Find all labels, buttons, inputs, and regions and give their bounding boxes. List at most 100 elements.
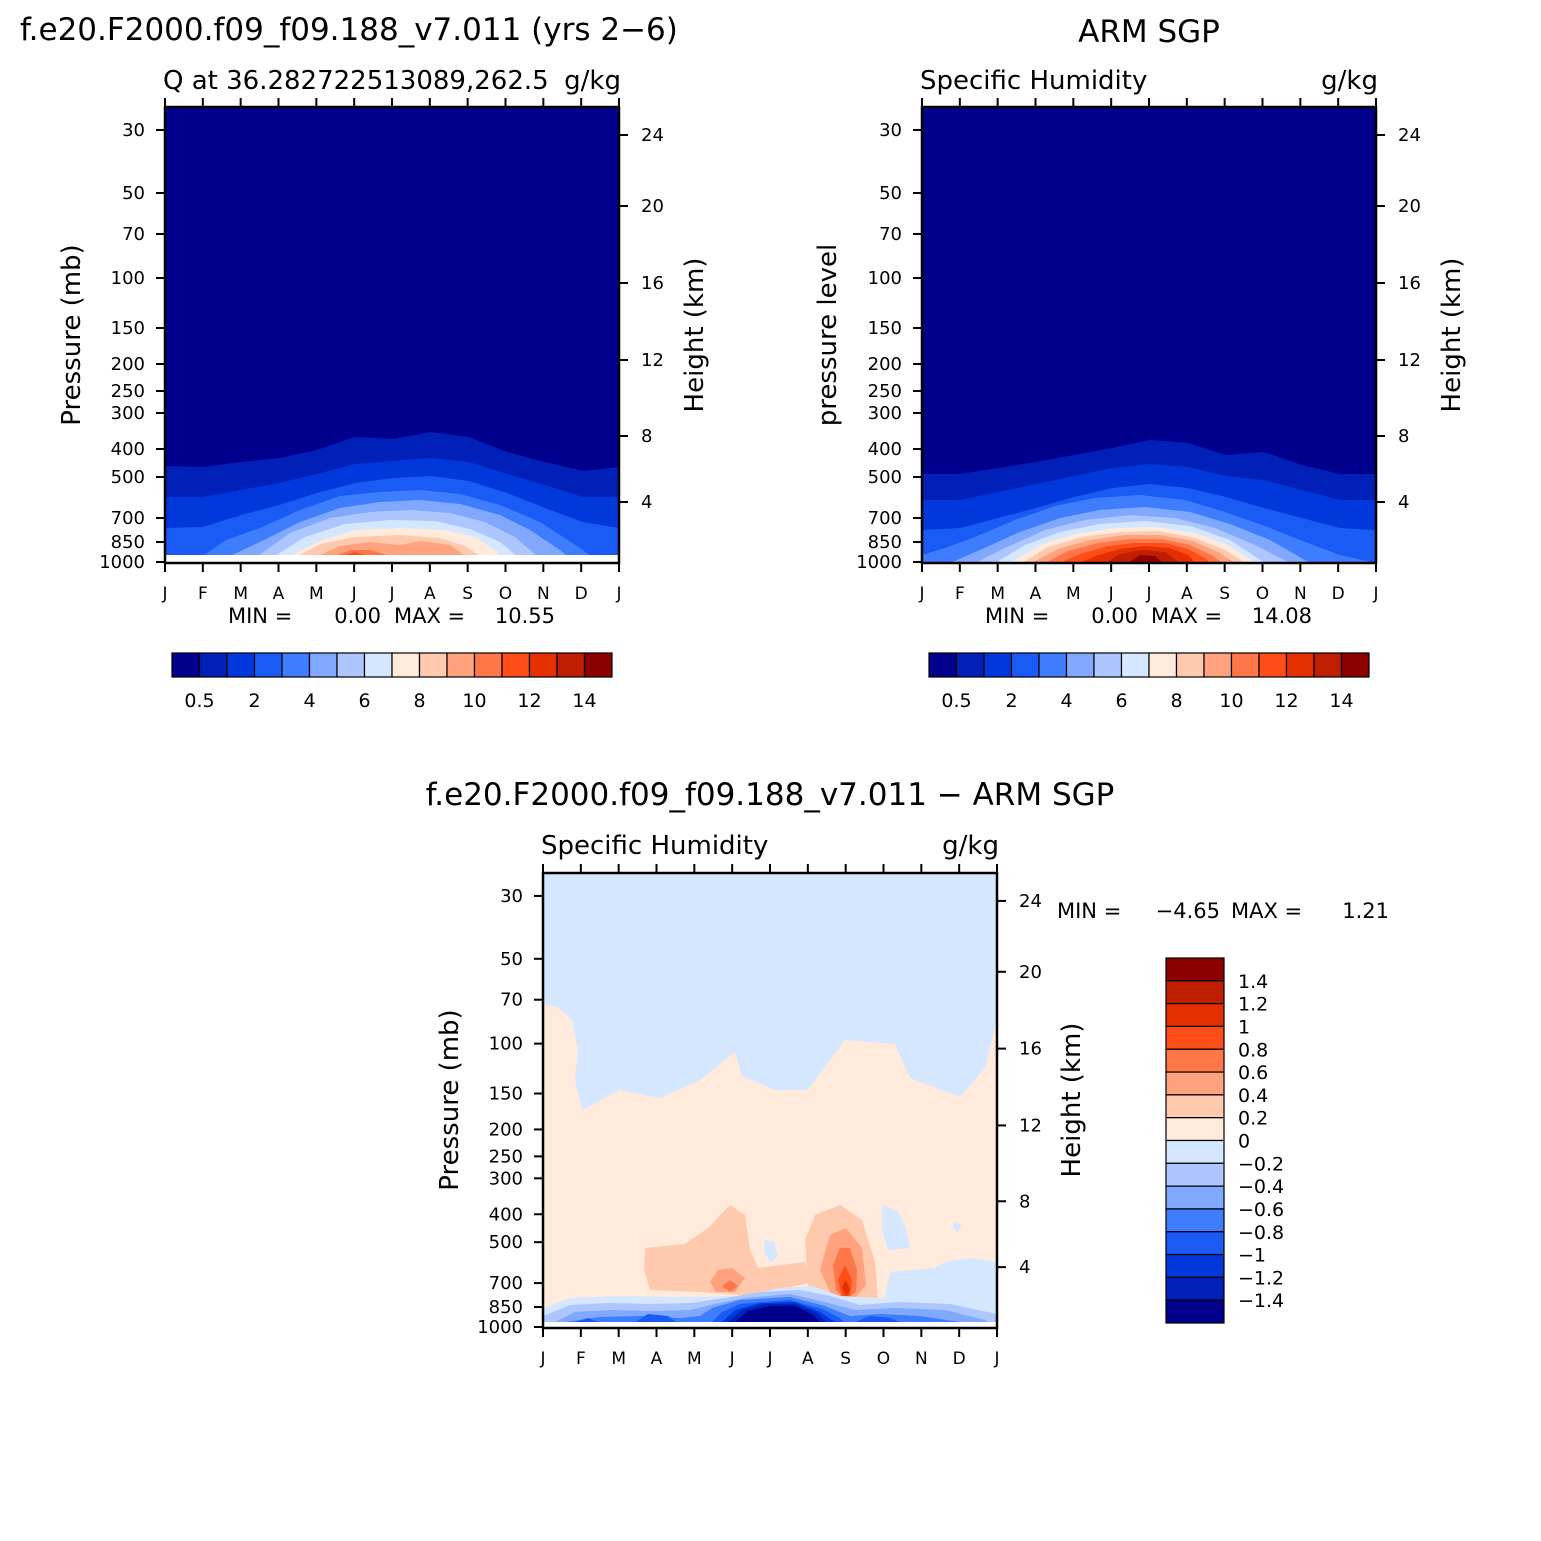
model-xtick-label: J	[161, 584, 167, 604]
model-colorbar-swatch	[583, 652, 613, 678]
model-colorbar-swatch	[171, 652, 201, 678]
model-colorbar-swatch	[253, 652, 283, 678]
diff-xtick-label: N	[915, 1349, 928, 1369]
model-panel-title: f.e20.F2000.f09_f09.188_v7.011 (yrs 2−6)	[20, 12, 678, 48]
model-ytick-label: 200	[111, 354, 145, 375]
model-colorbar-label: 8	[413, 690, 425, 712]
model-colorbar-swatch	[336, 652, 366, 678]
obs-subtitle-units: g/kg	[1321, 66, 1378, 96]
obs-ytick-label: 500	[868, 467, 902, 488]
model-ytick-label: 100	[111, 268, 145, 289]
diff-colorbar-swatch	[1165, 1231, 1225, 1256]
obs-colorbar-label: 12	[1274, 690, 1298, 712]
model-ylabel-right: Height (km)	[680, 258, 710, 413]
diff-ytick-right-label: 20	[1019, 962, 1042, 983]
obs-colorbar-label: 4	[1060, 690, 1072, 712]
model-colorbar-swatch	[226, 652, 256, 678]
diff-colorbar-label: −1.4	[1238, 1290, 1284, 1312]
obs-ytick-label: 100	[868, 268, 902, 289]
model-ytick-right-label: 24	[641, 125, 664, 146]
diff-ytick-right-label: 16	[1019, 1039, 1042, 1060]
diff-min-label: MIN =	[1057, 899, 1121, 923]
obs-ytick-label: 400	[868, 439, 902, 460]
model-colorbar-swatch	[308, 652, 338, 678]
diff-panel-title: f.e20.F2000.f09_f09.188_v7.011 − ARM SGP	[426, 777, 1115, 813]
obs-ytick-right-label: 20	[1398, 196, 1421, 217]
diff-ylabel-right: Height (km)	[1057, 1023, 1087, 1178]
diff-xtick-label: A	[802, 1349, 814, 1369]
model-ytick-label: 150	[111, 318, 145, 339]
diff-ytick-label: 400	[489, 1204, 523, 1225]
diff-ytick-label: 300	[489, 1168, 523, 1189]
obs-colorbar-label: 2	[1005, 690, 1017, 712]
model-max-label: MAX =	[394, 604, 465, 628]
obs-ytick-label: 200	[868, 354, 902, 375]
model-max-value: 10.55	[495, 604, 555, 628]
model-ytick-label: 50	[122, 183, 145, 204]
diff-ytick-label: 250	[489, 1146, 523, 1167]
model-ytick-right-label: 16	[641, 273, 664, 294]
diff-contour-negative-small-b	[764, 1240, 778, 1262]
model-min-value: 0.00	[334, 604, 381, 628]
diff-colorbar-swatch	[1165, 1048, 1225, 1073]
obs-xtick-label: D	[1332, 584, 1345, 604]
obs-xtick-label: F	[955, 584, 965, 604]
diff-subtitle-left: Specific Humidity	[541, 831, 768, 861]
obs-xtick-label: J	[918, 584, 924, 604]
diff-xtick-label: M	[611, 1349, 626, 1369]
obs-ytick-right-label: 12	[1398, 350, 1421, 371]
model-missing-surface-band	[165, 555, 619, 563]
obs-xtick-label: O	[1256, 584, 1269, 604]
obs-colorbar-swatch	[1010, 652, 1040, 678]
diff-colorbar-label: 0.6	[1238, 1062, 1268, 1084]
model-colorbar-swatch	[198, 652, 228, 678]
model-xtick-label: J	[615, 584, 621, 604]
diff-colorbar-swatch	[1165, 1208, 1225, 1233]
diff-ytick-right-label: 24	[1019, 891, 1042, 912]
diff-xtick-label: F	[576, 1349, 586, 1369]
diff-ytick-label: 700	[489, 1273, 523, 1294]
diff-contour-positive-0-2-a	[644, 1205, 812, 1295]
obs-colorbar-swatch	[983, 652, 1013, 678]
model-ytick-right-label: 12	[641, 350, 664, 371]
obs-xtick-label: J	[1145, 584, 1151, 604]
diff-colorbar-swatch	[1165, 1094, 1225, 1119]
diff-subtitle-units: g/kg	[942, 831, 999, 861]
diff-contour-positive-1	[842, 1280, 850, 1296]
obs-panel-title: ARM SGP	[1078, 14, 1220, 50]
obs-panel: ARM SGP Specific Humidity g/kg J F M A M J J A S…	[813, 14, 1467, 712]
model-xtick-label: O	[499, 584, 512, 604]
obs-ytick-label: 300	[868, 403, 902, 424]
diff-contour-positive-0-6-b	[722, 1280, 738, 1292]
model-ylabel: Pressure (mb)	[57, 244, 87, 425]
diff-colorbar-swatch	[1165, 957, 1225, 982]
diff-ytick-label: 200	[489, 1119, 523, 1140]
diff-xtick-label: D	[953, 1349, 966, 1369]
obs-min-label: MIN =	[985, 604, 1049, 628]
obs-colorbar-swatch	[1065, 652, 1095, 678]
diff-colorbar-label: −1.2	[1238, 1267, 1284, 1289]
obs-colorbar-label: 0.5	[941, 690, 971, 712]
diff-max-value: 1.21	[1342, 899, 1389, 923]
diff-colorbar-label: −0.2	[1238, 1153, 1284, 1175]
model-xtick-label: J	[351, 584, 357, 604]
diff-colorbar-label: 0	[1238, 1131, 1250, 1153]
model-colorbar-swatch	[363, 652, 393, 678]
obs-ytick-label: 250	[868, 381, 902, 402]
obs-ylabel-right: Height (km)	[1437, 258, 1467, 413]
diff-xtick-label: J	[766, 1349, 772, 1369]
obs-colorbar-swatch	[1313, 652, 1343, 678]
diff-xtick-label: A	[651, 1349, 663, 1369]
model-xtick-label: D	[575, 584, 588, 604]
obs-max-label: MAX =	[1151, 604, 1222, 628]
diff-ylabel: Pressure (mb)	[435, 1009, 465, 1190]
obs-contour-level-15	[1128, 555, 1163, 563]
obs-max-value: 14.08	[1252, 604, 1312, 628]
diff-contour-negative-small-c	[952, 1222, 962, 1232]
diff-ytick-label: 70	[500, 990, 523, 1011]
diff-ytick-right-label: 4	[1019, 1257, 1030, 1278]
obs-colorbar-swatch	[1148, 652, 1178, 678]
model-ytick-label: 400	[111, 439, 145, 460]
